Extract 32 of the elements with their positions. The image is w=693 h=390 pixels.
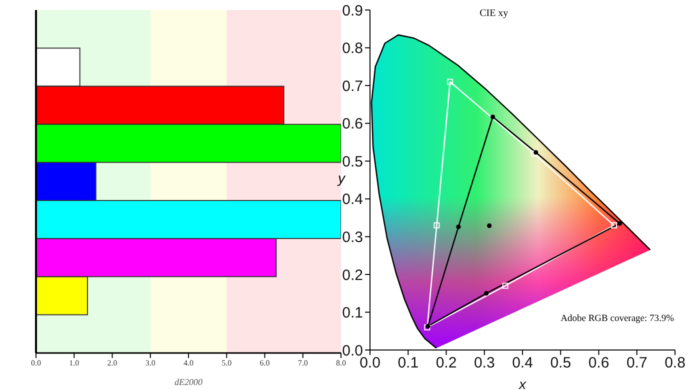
- y-tick-label: 0.1: [342, 304, 363, 322]
- x-tick-label: 0.0: [360, 354, 380, 372]
- y-axis-title: y: [338, 170, 345, 186]
- x-tick-label: 5.0: [222, 358, 232, 368]
- x-axis-title: dE2000: [174, 377, 203, 387]
- annotation: Adobe RGB coverage: 73.9%: [560, 314, 674, 324]
- y-tick-label: 0.3: [342, 228, 363, 246]
- x-axis-title: x: [518, 376, 527, 390]
- y-tick-label: 0.7: [342, 78, 363, 95]
- x-tick-label: 7.0: [298, 358, 308, 368]
- x-tick-label: 0.5: [550, 354, 572, 372]
- x-tick-label: 0.4: [512, 354, 533, 372]
- y-tick-label: 0.6: [342, 116, 363, 133]
- x-tick-label: 0.3: [474, 354, 495, 372]
- x-tick-label: 0.7: [626, 354, 648, 372]
- x-tick-label: 8.0: [336, 358, 346, 368]
- y-tick-label: 0.4: [342, 191, 363, 208]
- x-tick-label: 6.0: [260, 358, 270, 368]
- chart-title: CIE xy: [478, 8, 510, 19]
- x-tick-label: 0.1: [398, 354, 419, 372]
- y-tick-label: 0.9: [342, 2, 363, 20]
- x-tick-label: 3.0: [145, 358, 156, 368]
- x-tick-label: 0.0: [31, 358, 41, 368]
- y-tick-label: 0.8: [342, 40, 363, 58]
- x-tick-label: 0.8: [664, 354, 686, 372]
- y-tick-label: 0.2: [342, 266, 363, 284]
- x-tick-label: 0.2: [436, 354, 457, 372]
- y-tick-label: 0.5: [342, 153, 363, 170]
- x-tick-label: 2.0: [107, 358, 118, 368]
- x-tick-label: 4.0: [184, 358, 194, 368]
- x-tick-label: 1.0: [69, 358, 80, 368]
- x-tick-label: 0.6: [588, 354, 610, 372]
